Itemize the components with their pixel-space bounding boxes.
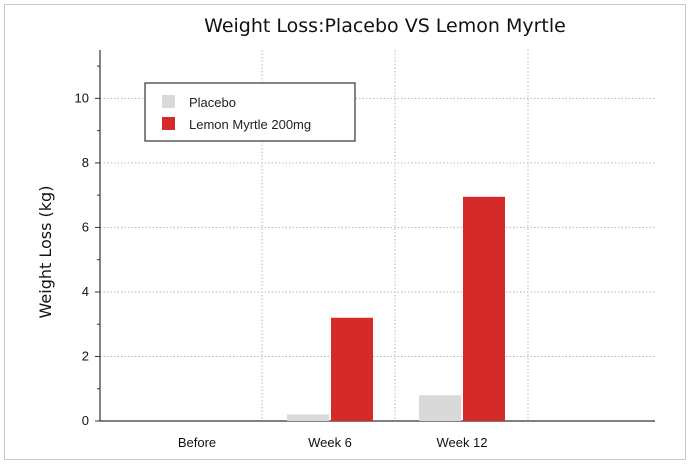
- bar-lemon-myrtle-2: [463, 196, 505, 421]
- x-tick-label: Week 12: [436, 435, 487, 450]
- bars: [287, 196, 505, 421]
- legend: Placebo Lemon Myrtle 200mg: [144, 82, 356, 142]
- y-tick-label: 8: [82, 155, 89, 170]
- bar-lemon-myrtle-1: [331, 317, 373, 421]
- y-tick-label: 4: [82, 284, 89, 299]
- legend-label-lemon-myrtle: Lemon Myrtle 200mg: [189, 117, 311, 132]
- legend-box: [144, 82, 356, 142]
- y-tick-label: 6: [82, 219, 89, 234]
- bar-placebo-1: [287, 414, 329, 421]
- tick-labels: 0 2 4 6 8 10 Before Week 6 Week 12: [75, 90, 488, 450]
- y-tick-label: 10: [75, 90, 89, 105]
- y-tick-label: 0: [82, 413, 89, 428]
- y-tick-label: 2: [82, 348, 89, 363]
- bar-placebo-2: [419, 395, 461, 421]
- legend-label-placebo: Placebo: [189, 95, 236, 110]
- y-axis-label: Weight Loss (kg): [36, 186, 55, 319]
- x-tick-label: Before: [178, 435, 216, 450]
- legend-swatch-lemon-myrtle: [162, 117, 175, 130]
- axes: [95, 50, 655, 422]
- x-tick-label: Week 6: [308, 435, 352, 450]
- chart-title: Weight Loss:Placebo VS Lemon Myrtle: [204, 15, 566, 37]
- legend-swatch-placebo: [162, 95, 175, 108]
